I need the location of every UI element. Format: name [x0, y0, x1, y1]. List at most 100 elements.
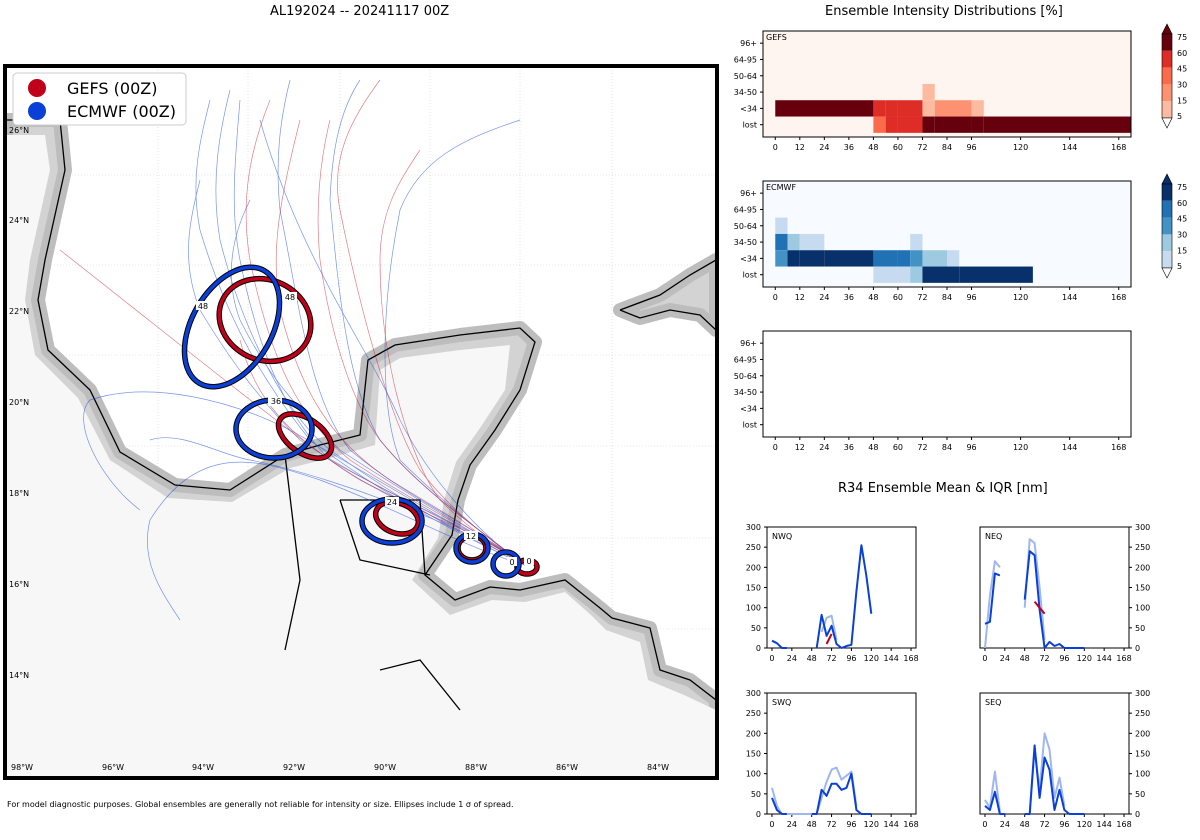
- lon-label: 96°W: [102, 763, 124, 772]
- gefs-label-12: 12: [466, 532, 476, 541]
- lat-label: 20°N: [9, 398, 29, 407]
- x-tick-label: 96: [846, 820, 856, 829]
- colorbar-tick-label: 60: [1177, 49, 1187, 58]
- heatmap-cell: [873, 266, 898, 283]
- x-tick-label: 168: [1111, 293, 1126, 302]
- x-tick-label: 144: [1097, 654, 1112, 663]
- x-tick-label: 12: [795, 443, 805, 452]
- track-map: 0 0 12 24 36 48 48 26°N 24°N 22°N 20°N 1…: [3, 64, 719, 780]
- y-tick-label: 100: [746, 770, 761, 779]
- ecmwf-label-36: 36: [271, 397, 281, 406]
- r34-panel: NWQ 300 250 200 150 100 50 00 24 48 72 96 120 144 168: [746, 523, 919, 663]
- heatmap-cell: [922, 100, 935, 117]
- x-tick-label: 36: [844, 293, 854, 302]
- lat-label: 26°N: [9, 126, 29, 135]
- x-tick-label: 72: [917, 143, 927, 152]
- r34-panel: SWQ 300 250 200 150 100 50 00 24 48 72 96 120 144 168: [746, 689, 919, 829]
- x-tick-label: 144: [1097, 820, 1112, 829]
- x-tick-label: 0: [982, 820, 987, 829]
- x-tick-label: 84: [942, 443, 952, 452]
- x-tick-label: 24: [1000, 820, 1010, 829]
- quadrant-label: SWQ: [772, 698, 791, 707]
- x-tick-label: 96: [966, 293, 976, 302]
- y-tick-label: 250: [1135, 709, 1150, 718]
- y-tick-label: 50-64: [734, 222, 757, 231]
- lon-label: 98°W: [11, 763, 33, 772]
- colorbar-tick-label: 5: [1177, 262, 1182, 271]
- lon-label: 84°W: [647, 763, 669, 772]
- heatmap-cell: [910, 250, 923, 267]
- y-tick-label: 96+: [740, 189, 757, 198]
- y-tick-label: 50: [1135, 624, 1145, 633]
- y-tick-label: 34-50: [734, 88, 757, 97]
- x-tick-label: 168: [903, 820, 918, 829]
- x-tick-label: 36: [844, 443, 854, 452]
- x-tick-label: 48: [868, 293, 878, 302]
- x-tick-label: 120: [1013, 143, 1028, 152]
- y-tick-label: 50-64: [734, 372, 757, 381]
- x-tick-label: 24: [787, 654, 797, 663]
- x-tick-label: 48: [807, 820, 817, 829]
- gefs-label-0: 0: [526, 557, 531, 566]
- y-tick-label: <34: [740, 404, 757, 413]
- colorbar-tick-label: 30: [1177, 231, 1187, 240]
- x-tick-label: 24: [787, 820, 797, 829]
- x-tick-label: 60: [893, 143, 903, 152]
- x-tick-label: 96: [966, 143, 976, 152]
- lon-label: 88°W: [465, 763, 487, 772]
- x-tick-label: 24: [819, 293, 829, 302]
- colorbar-tick-label: 60: [1177, 199, 1187, 208]
- r34-panel: NEQ 300 250 200 150 100 50 0 0 24 48 72 96 120 144 168: [979, 523, 1150, 663]
- lat-label: 14°N: [9, 671, 29, 680]
- x-tick-label: 24: [819, 143, 829, 152]
- intensity-panel: ECMWF 96+ 64-95 50-64 34-50 <34 lost 0 12 24 36 48 6…: [734, 180, 1132, 302]
- intensity-title: Ensemble Intensity Distributions [%]: [825, 4, 1063, 19]
- ecmwf-tracks: [83, 79, 526, 621]
- panel-label: GEFS: [766, 33, 787, 42]
- x-tick-label: 24: [819, 443, 829, 452]
- x-tick-label: 48: [1020, 654, 1030, 663]
- x-tick-label: 12: [795, 143, 805, 152]
- heatmap-cell: [787, 233, 800, 251]
- y-tick-label: 50: [751, 624, 761, 633]
- x-tick-label: 120: [1077, 820, 1092, 829]
- lon-label: 94°W: [192, 763, 214, 772]
- x-tick-label: 60: [893, 443, 903, 452]
- x-tick-label: 144: [1062, 293, 1077, 302]
- heatmap-cell: [910, 266, 923, 283]
- y-tick-label: 34-50: [734, 238, 757, 247]
- y-tick-label: 200: [1135, 729, 1150, 738]
- y-tick-label: 150: [746, 750, 761, 759]
- y-tick-label: 64-95: [734, 205, 757, 214]
- y-tick-label: 300: [746, 689, 761, 698]
- heatmap-cell: [885, 116, 898, 133]
- gefs-label-48: 48: [285, 293, 295, 302]
- heatmap-cell: [873, 100, 886, 117]
- heatmap-cell: [922, 116, 935, 133]
- colorbar-tick-label: 75: [1177, 33, 1187, 42]
- r34-series-line: [771, 544, 873, 649]
- x-tick-label: 120: [864, 654, 879, 663]
- x-tick-label: 72: [826, 820, 836, 829]
- x-tick-label: 120: [1013, 293, 1028, 302]
- r34-series-line: [984, 744, 1085, 815]
- colorbar: 75 60 45 30 15 5: [1161, 23, 1187, 129]
- y-tick-label: 50: [751, 790, 761, 799]
- r34-series-line: [1033, 600, 1046, 615]
- heatmap-cell: [787, 250, 800, 267]
- heatmap-cell: [959, 266, 1033, 283]
- colorbar: 75 60 45 30 15 5: [1161, 173, 1187, 279]
- lat-label: 18°N: [9, 489, 29, 498]
- x-tick-label: 144: [1062, 143, 1077, 152]
- heatmap-cell: [947, 250, 960, 267]
- x-tick-label: 0: [982, 654, 987, 663]
- colorbar-tick-label: 75: [1177, 183, 1187, 192]
- y-tick-label: 300: [1135, 689, 1150, 698]
- y-tick-label: 250: [1135, 543, 1150, 552]
- r34-title: R34 Ensemble Mean & IQR [nm]: [838, 481, 1048, 496]
- y-tick-label: 0: [1135, 644, 1140, 653]
- legend-label: ECMWF (00Z): [67, 102, 176, 121]
- colorbar-tick-label: 30: [1177, 81, 1187, 90]
- y-tick-label: lost: [743, 271, 757, 280]
- gefs-legend-dot: [28, 79, 46, 97]
